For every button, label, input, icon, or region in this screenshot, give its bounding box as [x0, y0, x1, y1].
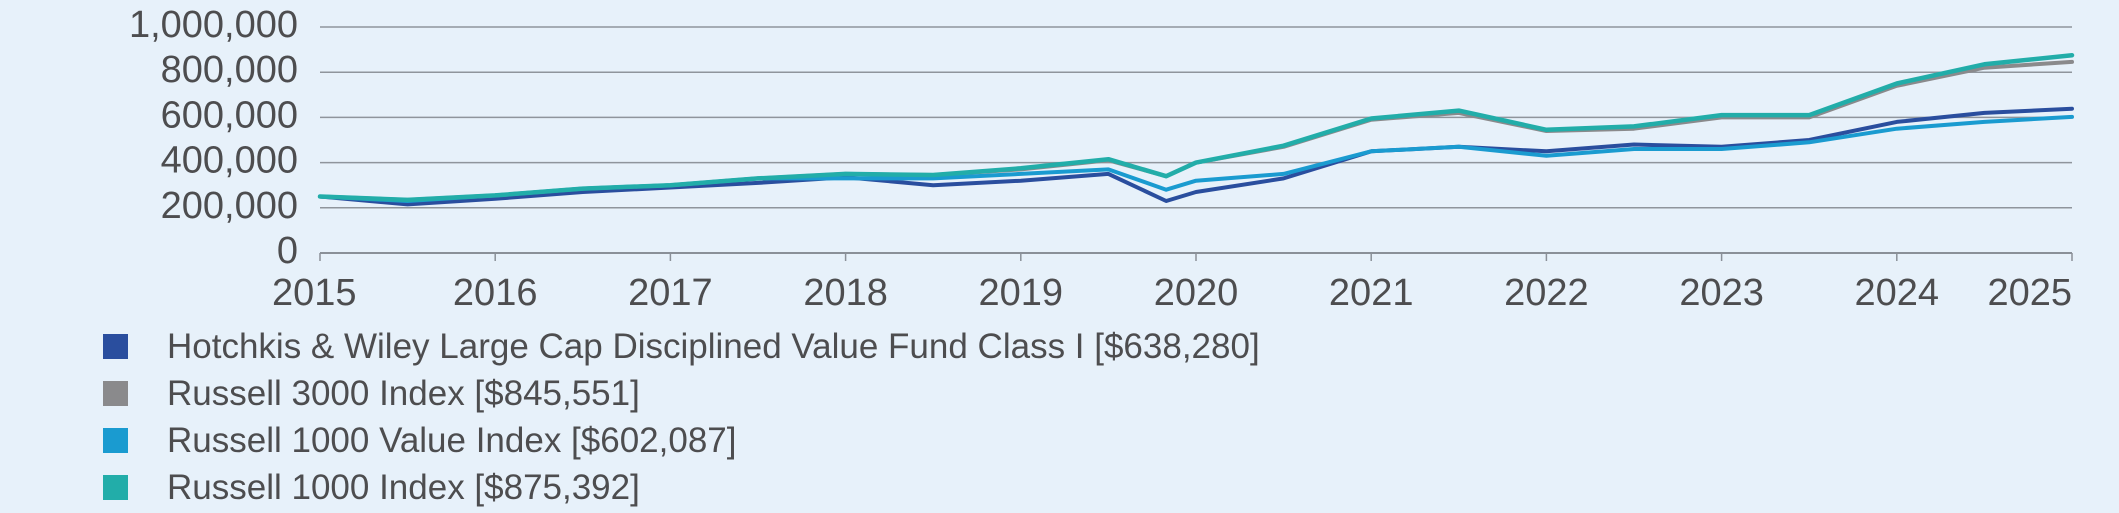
legend-item: Russell 1000 Index [$875,392]: [103, 464, 1260, 511]
x-tick-label: 2022: [1504, 272, 1589, 314]
x-tick-label: 2016: [453, 272, 538, 314]
x-tick-label: 2018: [803, 272, 888, 314]
x-tick-label: 2024: [1855, 272, 1940, 314]
x-tick-label: 2017: [628, 272, 713, 314]
y-tick-label: 600,000: [161, 94, 298, 136]
series-lines: [317, 52, 2075, 207]
gridlines: [320, 26, 2072, 209]
legend-item: Russell 3000 Index [$845,551]: [103, 370, 1260, 417]
series-line-4: [317, 52, 2075, 203]
y-tick-label: 400,000: [161, 140, 298, 182]
y-tick-label: 800,000: [161, 49, 298, 91]
x-axis-ticks: 2015 2016 2017 2018 2019 2020 2021 2022 2023 2024…: [272, 253, 2073, 314]
legend-swatch: [103, 334, 128, 359]
legend: Hotchkis & Wiley Large Cap Disciplined V…: [103, 323, 1260, 511]
x-tick-label: 2015: [272, 272, 357, 314]
legend-label: Hotchkis & Wiley Large Cap Disciplined V…: [167, 326, 1260, 366]
x-tick-label: 2020: [1154, 272, 1239, 314]
legend-swatch: [103, 381, 128, 406]
legend-item: Russell 1000 Value Index [$602,087]: [103, 417, 1260, 464]
x-tick-label: 2023: [1679, 272, 1764, 314]
legend-label: Russell 1000 Index [$875,392]: [167, 467, 640, 507]
legend-item: Hotchkis & Wiley Large Cap Disciplined V…: [103, 323, 1260, 370]
x-tick-label: 2025: [1987, 272, 2072, 314]
legend-label: Russell 3000 Index [$845,551]: [167, 373, 640, 413]
y-tick-label: 1,000,000: [129, 4, 298, 46]
legend-swatch: [103, 428, 128, 453]
y-tick-label: 0: [277, 230, 298, 272]
y-tick-label: 200,000: [161, 185, 298, 227]
legend-swatch: [103, 475, 128, 500]
legend-label: Russell 1000 Value Index [$602,087]: [167, 420, 737, 460]
x-tick-label: 2021: [1329, 272, 1414, 314]
series-line-1: [318, 106, 2074, 207]
x-tick-label: 2019: [979, 272, 1064, 314]
